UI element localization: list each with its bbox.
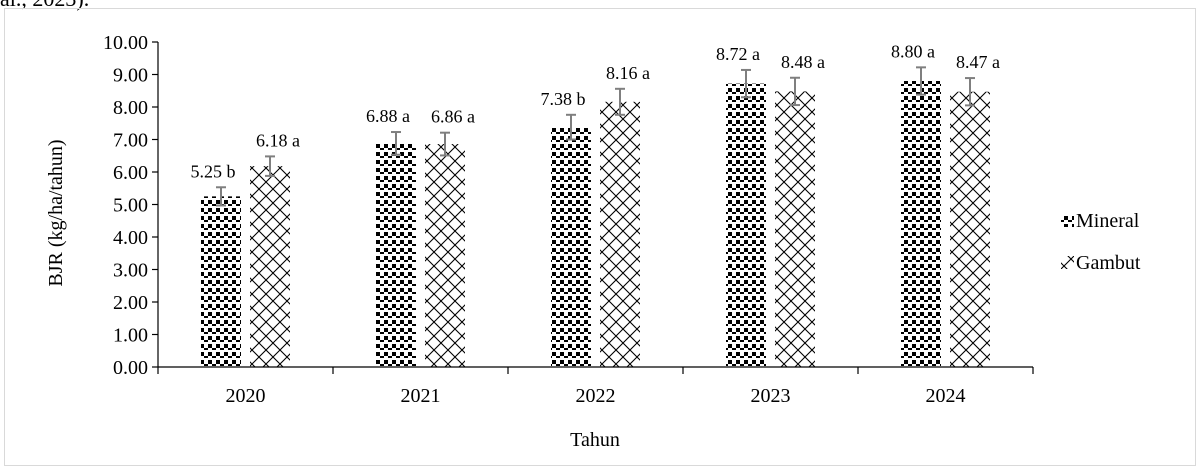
error-bar-gambut-2020 <box>265 155 275 177</box>
legend-swatch <box>1061 214 1074 227</box>
data-label: 7.38 b <box>541 89 586 109</box>
bar-gambut-2024 <box>950 91 990 367</box>
x-axis <box>157 366 1034 374</box>
chart-frame <box>4 8 1196 466</box>
legend: Mineral Gambut <box>1061 210 1141 274</box>
error-bar-gambut-2022 <box>615 87 625 116</box>
error-bars <box>216 66 975 207</box>
error-bar-gambut-2024 <box>965 77 975 107</box>
error-bar-mineral-2023 <box>741 68 751 99</box>
x-tick-labels: 2020 2021 2022 2023 2024 <box>226 385 966 407</box>
error-bar-mineral-2021 <box>391 131 401 156</box>
error-bar-mineral-2024 <box>916 66 926 96</box>
bar-gambut-2022 <box>600 101 640 368</box>
x-tick-label: 2021 <box>401 385 441 407</box>
legend-label: Mineral <box>1076 210 1140 232</box>
y-tick-label: 1.00 <box>113 325 148 347</box>
bars <box>201 81 990 368</box>
data-label: 8.16 a <box>606 63 650 83</box>
bar-gambut-2021 <box>425 144 465 367</box>
x-tick-label: 2024 <box>926 385 966 407</box>
data-label: 8.80 a <box>891 41 935 61</box>
y-axis <box>152 41 159 368</box>
y-tick-label: 0.00 <box>113 357 148 379</box>
y-tick-label: 3.00 <box>113 260 148 282</box>
legend-swatch <box>1061 256 1074 269</box>
error-bar-gambut-2023 <box>790 76 800 107</box>
data-label: 8.72 a <box>716 44 760 64</box>
legend-item-mineral: Mineral <box>1061 210 1140 232</box>
y-tick-labels: 0.00 1.00 2.00 3.00 4.00 5.00 6.00 7.00 8.00 9.00… <box>103 32 148 379</box>
x-tick-label: 2022 <box>576 385 616 407</box>
bar-mineral-2021 <box>376 143 416 367</box>
page-caption-fragment: al., 2023). <box>0 0 89 12</box>
legend-item-gambut: Gambut <box>1061 252 1141 274</box>
data-label: 6.18 a <box>256 130 300 150</box>
data-labels: 5.25 b 6.18 a 6.88 a 6.86 a 7.38 b 8.16 a 8.72… <box>191 41 1001 181</box>
x-tick-label: 2023 <box>751 385 791 407</box>
bar-mineral-2024 <box>901 81 941 367</box>
bar-mineral-2023 <box>726 83 766 367</box>
y-tick-label: 2.00 <box>113 292 148 314</box>
y-tick-label: 5.00 <box>113 195 148 217</box>
data-label: 8.48 a <box>781 52 825 72</box>
y-tick-label: 8.00 <box>113 97 148 119</box>
data-label: 5.25 b <box>191 161 236 181</box>
error-bar-mineral-2020 <box>216 186 226 207</box>
bar-mineral-2020 <box>201 196 241 367</box>
x-axis-label: Tahun <box>570 429 620 451</box>
data-label: 6.88 a <box>366 106 410 126</box>
x-tick-label: 2020 <box>226 385 266 407</box>
data-label: 6.86 a <box>431 107 475 127</box>
y-axis-label: BJR (kg/ha/tahun) <box>45 139 67 286</box>
y-tick-label: 4.00 <box>113 227 148 249</box>
bar-gambut-2023 <box>775 91 815 368</box>
legend-label: Gambut <box>1076 252 1141 274</box>
error-bar-gambut-2021 <box>440 131 450 157</box>
y-tick-label: 9.00 <box>113 65 148 87</box>
data-label: 8.47 a <box>956 52 1000 72</box>
y-tick-label: 7.00 <box>113 130 148 152</box>
bar-gambut-2020 <box>250 166 290 367</box>
y-tick-label: 6.00 <box>113 162 148 184</box>
bar-mineral-2022 <box>551 127 591 368</box>
y-tick-label: 10.00 <box>103 32 148 54</box>
error-bar-mineral-2022 <box>566 113 576 141</box>
